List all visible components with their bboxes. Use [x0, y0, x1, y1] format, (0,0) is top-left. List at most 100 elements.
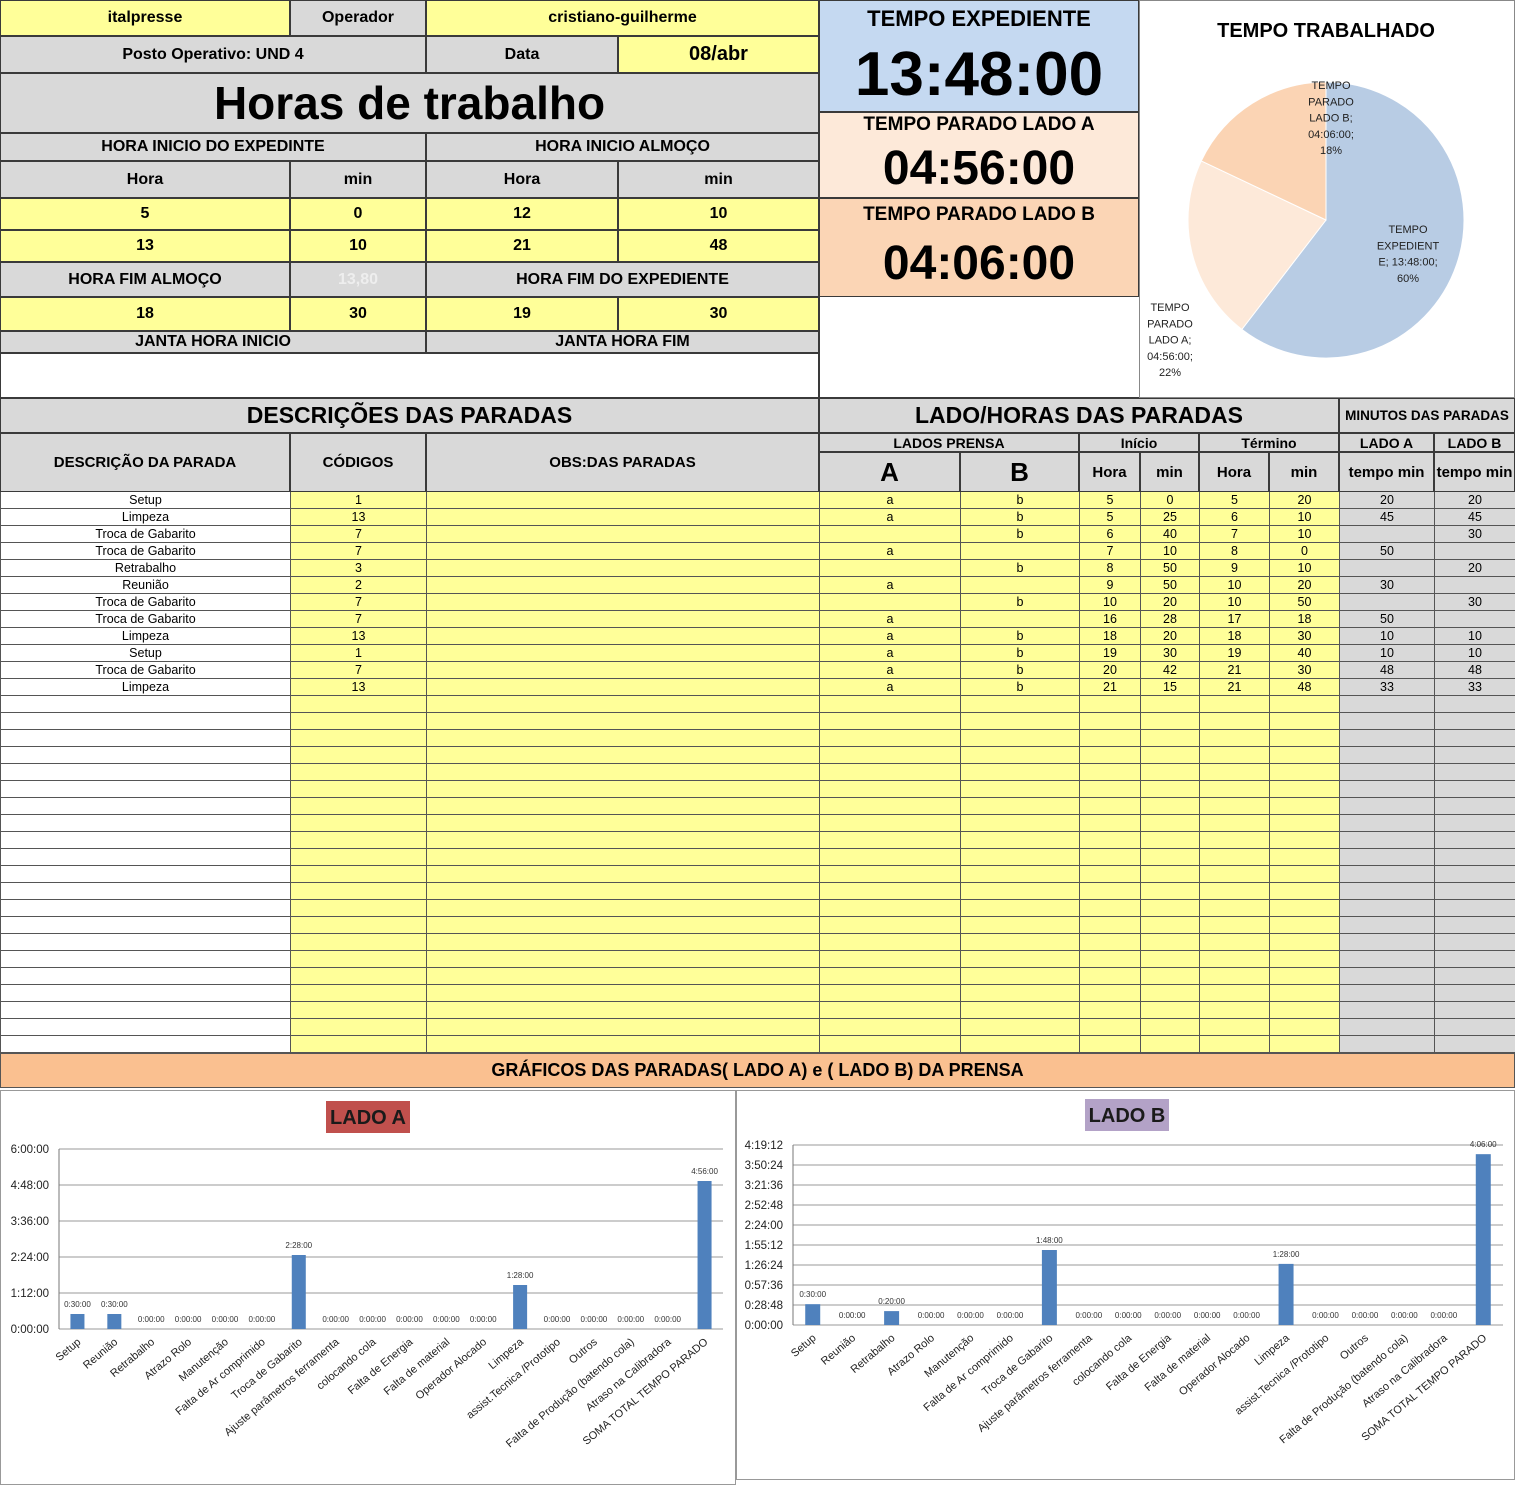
hour-cell[interactable]: 5 — [0, 198, 290, 230]
row-lado-a[interactable] — [820, 1036, 961, 1053]
row-lado-b[interactable] — [961, 798, 1080, 815]
row-termino-min[interactable] — [1270, 832, 1340, 849]
row-inicio-hora[interactable]: 10 — [1080, 594, 1141, 611]
row-termino-min[interactable]: 48 — [1270, 679, 1340, 696]
row-obs[interactable] — [427, 849, 820, 866]
row-termino-min[interactable]: 40 — [1270, 645, 1340, 662]
row-lado-a[interactable] — [820, 594, 961, 611]
row-inicio-hora[interactable] — [1080, 781, 1141, 798]
row-inicio-hora[interactable]: 18 — [1080, 628, 1141, 645]
row-obs[interactable] — [427, 764, 820, 781]
row-inicio-min[interactable]: 15 — [1141, 679, 1200, 696]
row-termino-min[interactable] — [1270, 730, 1340, 747]
row-codigo[interactable] — [291, 917, 427, 934]
row-inicio-hora[interactable] — [1080, 985, 1141, 1002]
row-inicio-min[interactable] — [1141, 866, 1200, 883]
row-lado-b[interactable] — [961, 713, 1080, 730]
row-obs[interactable] — [427, 985, 820, 1002]
row-obs[interactable] — [427, 577, 820, 594]
row-termino-hora[interactable]: 19 — [1200, 645, 1270, 662]
row-termino-min[interactable] — [1270, 764, 1340, 781]
row-obs[interactable] — [427, 696, 820, 713]
row-lado-a[interactable]: a — [820, 543, 961, 560]
row-lado-b[interactable]: b — [961, 560, 1080, 577]
row-obs[interactable] — [427, 1002, 820, 1019]
row-inicio-hora[interactable] — [1080, 730, 1141, 747]
row-lado-b[interactable]: b — [961, 526, 1080, 543]
row-termino-min[interactable] — [1270, 815, 1340, 832]
row-lado-a[interactable] — [820, 883, 961, 900]
row-inicio-min[interactable]: 30 — [1141, 645, 1200, 662]
row-codigo[interactable] — [291, 730, 427, 747]
row-inicio-min[interactable]: 0 — [1141, 492, 1200, 509]
row-lado-a[interactable] — [820, 713, 961, 730]
row-lado-a[interactable] — [820, 968, 961, 985]
row-termino-hora[interactable]: 5 — [1200, 492, 1270, 509]
row-obs[interactable] — [427, 968, 820, 985]
row-codigo[interactable] — [291, 968, 427, 985]
row-termino-min[interactable] — [1270, 917, 1340, 934]
row-lado-a[interactable]: a — [820, 679, 961, 696]
row-termino-min[interactable]: 20 — [1270, 492, 1340, 509]
row-obs[interactable] — [427, 679, 820, 696]
row-obs[interactable] — [427, 611, 820, 628]
row-termino-min[interactable]: 0 — [1270, 543, 1340, 560]
row-inicio-hora[interactable] — [1080, 764, 1141, 781]
row-termino-hora[interactable] — [1200, 849, 1270, 866]
row-obs[interactable] — [427, 645, 820, 662]
min-cell[interactable]: 30 — [290, 297, 426, 331]
row-lado-b[interactable] — [961, 832, 1080, 849]
row-inicio-hora[interactable] — [1080, 968, 1141, 985]
row-lado-b[interactable] — [961, 951, 1080, 968]
row-lado-a[interactable]: a — [820, 492, 961, 509]
row-codigo[interactable] — [291, 696, 427, 713]
row-lado-b[interactable] — [961, 764, 1080, 781]
row-termino-hora[interactable] — [1200, 985, 1270, 1002]
row-lado-b[interactable] — [961, 1002, 1080, 1019]
row-codigo[interactable]: 1 — [291, 492, 427, 509]
row-inicio-min[interactable] — [1141, 934, 1200, 951]
row-codigo[interactable] — [291, 815, 427, 832]
row-inicio-hora[interactable] — [1080, 866, 1141, 883]
row-termino-hora[interactable]: 9 — [1200, 560, 1270, 577]
row-termino-min[interactable] — [1270, 747, 1340, 764]
row-termino-hora[interactable] — [1200, 764, 1270, 781]
row-termino-hora[interactable]: 17 — [1200, 611, 1270, 628]
row-lado-b[interactable] — [961, 900, 1080, 917]
row-obs[interactable] — [427, 815, 820, 832]
data-value[interactable]: 08/abr — [618, 36, 819, 73]
row-inicio-hora[interactable] — [1080, 747, 1141, 764]
row-codigo[interactable] — [291, 781, 427, 798]
row-lado-a[interactable]: a — [820, 628, 961, 645]
row-inicio-hora[interactable] — [1080, 934, 1141, 951]
row-inicio-hora[interactable]: 21 — [1080, 679, 1141, 696]
row-lado-b[interactable] — [961, 543, 1080, 560]
row-codigo[interactable]: 13 — [291, 628, 427, 645]
row-obs[interactable] — [427, 883, 820, 900]
row-lado-b[interactable] — [961, 934, 1080, 951]
row-termino-hora[interactable]: 6 — [1200, 509, 1270, 526]
row-termino-hora[interactable] — [1200, 934, 1270, 951]
row-obs[interactable] — [427, 951, 820, 968]
row-termino-hora[interactable] — [1200, 1019, 1270, 1036]
row-lado-a[interactable] — [820, 934, 961, 951]
row-termino-hora[interactable]: 7 — [1200, 526, 1270, 543]
row-obs[interactable] — [427, 662, 820, 679]
row-termino-min[interactable] — [1270, 849, 1340, 866]
row-inicio-min[interactable]: 20 — [1141, 628, 1200, 645]
row-termino-hora[interactable] — [1200, 968, 1270, 985]
row-codigo[interactable]: 1 — [291, 645, 427, 662]
row-obs[interactable] — [427, 1019, 820, 1036]
row-inicio-min[interactable] — [1141, 815, 1200, 832]
row-termino-hora[interactable] — [1200, 713, 1270, 730]
row-termino-min[interactable] — [1270, 985, 1340, 1002]
row-termino-min[interactable] — [1270, 934, 1340, 951]
row-termino-min[interactable] — [1270, 968, 1340, 985]
row-termino-min[interactable] — [1270, 713, 1340, 730]
row-codigo[interactable] — [291, 866, 427, 883]
row-inicio-hora[interactable] — [1080, 951, 1141, 968]
row-termino-min[interactable]: 10 — [1270, 560, 1340, 577]
row-termino-min[interactable]: 18 — [1270, 611, 1340, 628]
row-codigo[interactable]: 13 — [291, 679, 427, 696]
row-lado-b[interactable]: b — [961, 662, 1080, 679]
